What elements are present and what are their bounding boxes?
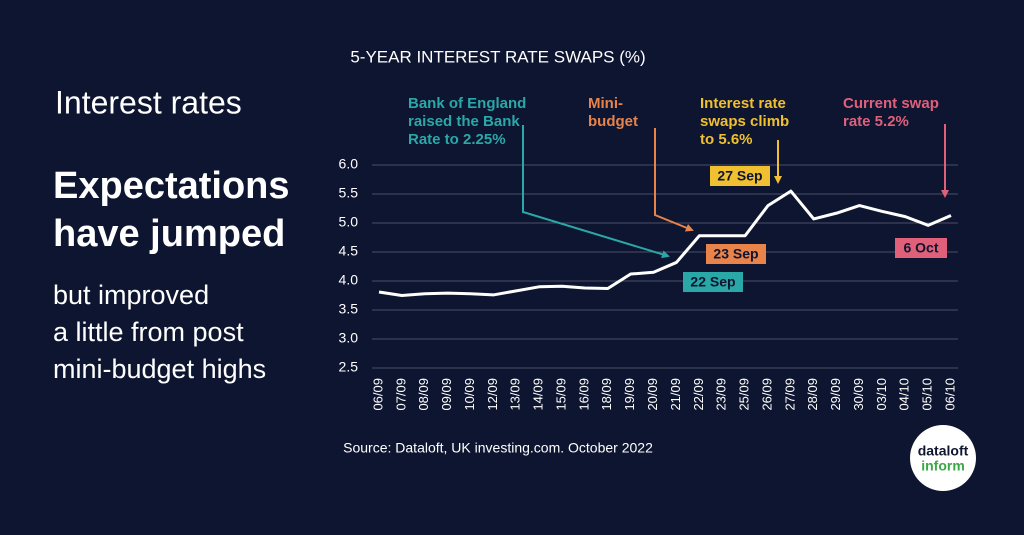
data-line [378,189,952,297]
annotation-text: Interest rate [700,95,786,112]
x-tick-label: 28/09 [805,378,820,411]
date-box [710,166,770,186]
x-tick-label: 05/10 [920,378,935,411]
x-tick-label: 04/10 [897,378,912,411]
headline: have jumped [53,213,285,255]
logo-text: dataloft [918,443,969,459]
x-tick-label: 03/10 [874,378,889,411]
date-label: 27 Sep [717,168,762,184]
x-tick-label: 26/09 [759,378,774,411]
y-tick-label: 2.5 [339,359,359,375]
x-tick-label: 30/09 [851,378,866,411]
annotation-text: Current swap [843,95,939,112]
annotation-text: swaps climb [700,113,789,130]
y-tick-label: 4.0 [339,272,359,288]
x-tick-label: 29/09 [828,378,843,411]
x-tick-label: 27/09 [782,378,797,411]
annotation-text: Bank of England [408,95,526,112]
chart: 2.5 3.0 3.5 4.0 4.5 5.0 5.5 6.0 06/09 07/09 08/09 0… [339,95,958,411]
x-tick-label: 21/09 [668,378,683,411]
date-label: 6 Oct [903,240,938,256]
x-tick-label: 15/09 [553,378,568,411]
annotation-text: raised the Bank [408,113,520,130]
headline: Expectations [53,165,290,207]
x-tick-label: 25/09 [737,378,752,411]
x-tick-label: 23/09 [714,378,729,411]
date-box [895,238,947,258]
source: Source: Dataloft, UK investing.com. Octo… [343,440,653,456]
logo [910,425,976,491]
x-tick-label: 09/09 [439,378,454,411]
subhead: mini-budget highs [53,354,266,384]
x-tick-label: 22/09 [691,378,706,411]
date-box [706,244,766,264]
annotation-text: budget [588,113,638,130]
annotation-arrow [522,125,670,259]
y-tick-label: 4.5 [339,243,359,259]
x-tick-label: 07/09 [393,378,408,411]
x-tick-label: 14/09 [531,378,546,411]
annotation-text: rate 5.2% [843,113,909,130]
date-label: 23 Sep [713,246,758,262]
y-tick-label: 3.0 [339,330,359,346]
x-tick-label: 10/09 [462,378,477,411]
kicker: Interest rates [55,84,242,120]
annotation-text: Rate to 2.25% [408,131,506,148]
x-tick-label: 06/09 [370,378,385,411]
x-tick-label: 16/09 [576,378,591,411]
x-tick-label: 12/09 [485,378,500,411]
x-tick-label: 13/09 [508,378,523,411]
y-tick-label: 5.5 [339,185,359,201]
annotation-text: Mini- [588,95,623,112]
subhead: but improved [53,280,209,310]
date-box [683,272,743,292]
y-tick-label: 5.0 [339,214,359,230]
x-tick-label: 06/10 [942,378,957,411]
y-tick-label: 6.0 [339,156,359,172]
annotation-arrow [654,128,694,232]
chart-title: 5-YEAR INTEREST RATE SWAPS (%) [350,47,645,66]
subhead: a little from post [53,317,244,347]
y-tick-label: 3.5 [339,301,359,317]
annotation-text: to 5.6% [700,131,753,148]
x-tick-label: 19/09 [622,378,637,411]
x-tick-label: 08/09 [416,378,431,411]
logo-text: inform [921,458,965,474]
x-tick-label: 18/09 [599,378,614,411]
x-tick-label: 20/09 [645,378,660,411]
date-label: 22 Sep [690,274,735,290]
